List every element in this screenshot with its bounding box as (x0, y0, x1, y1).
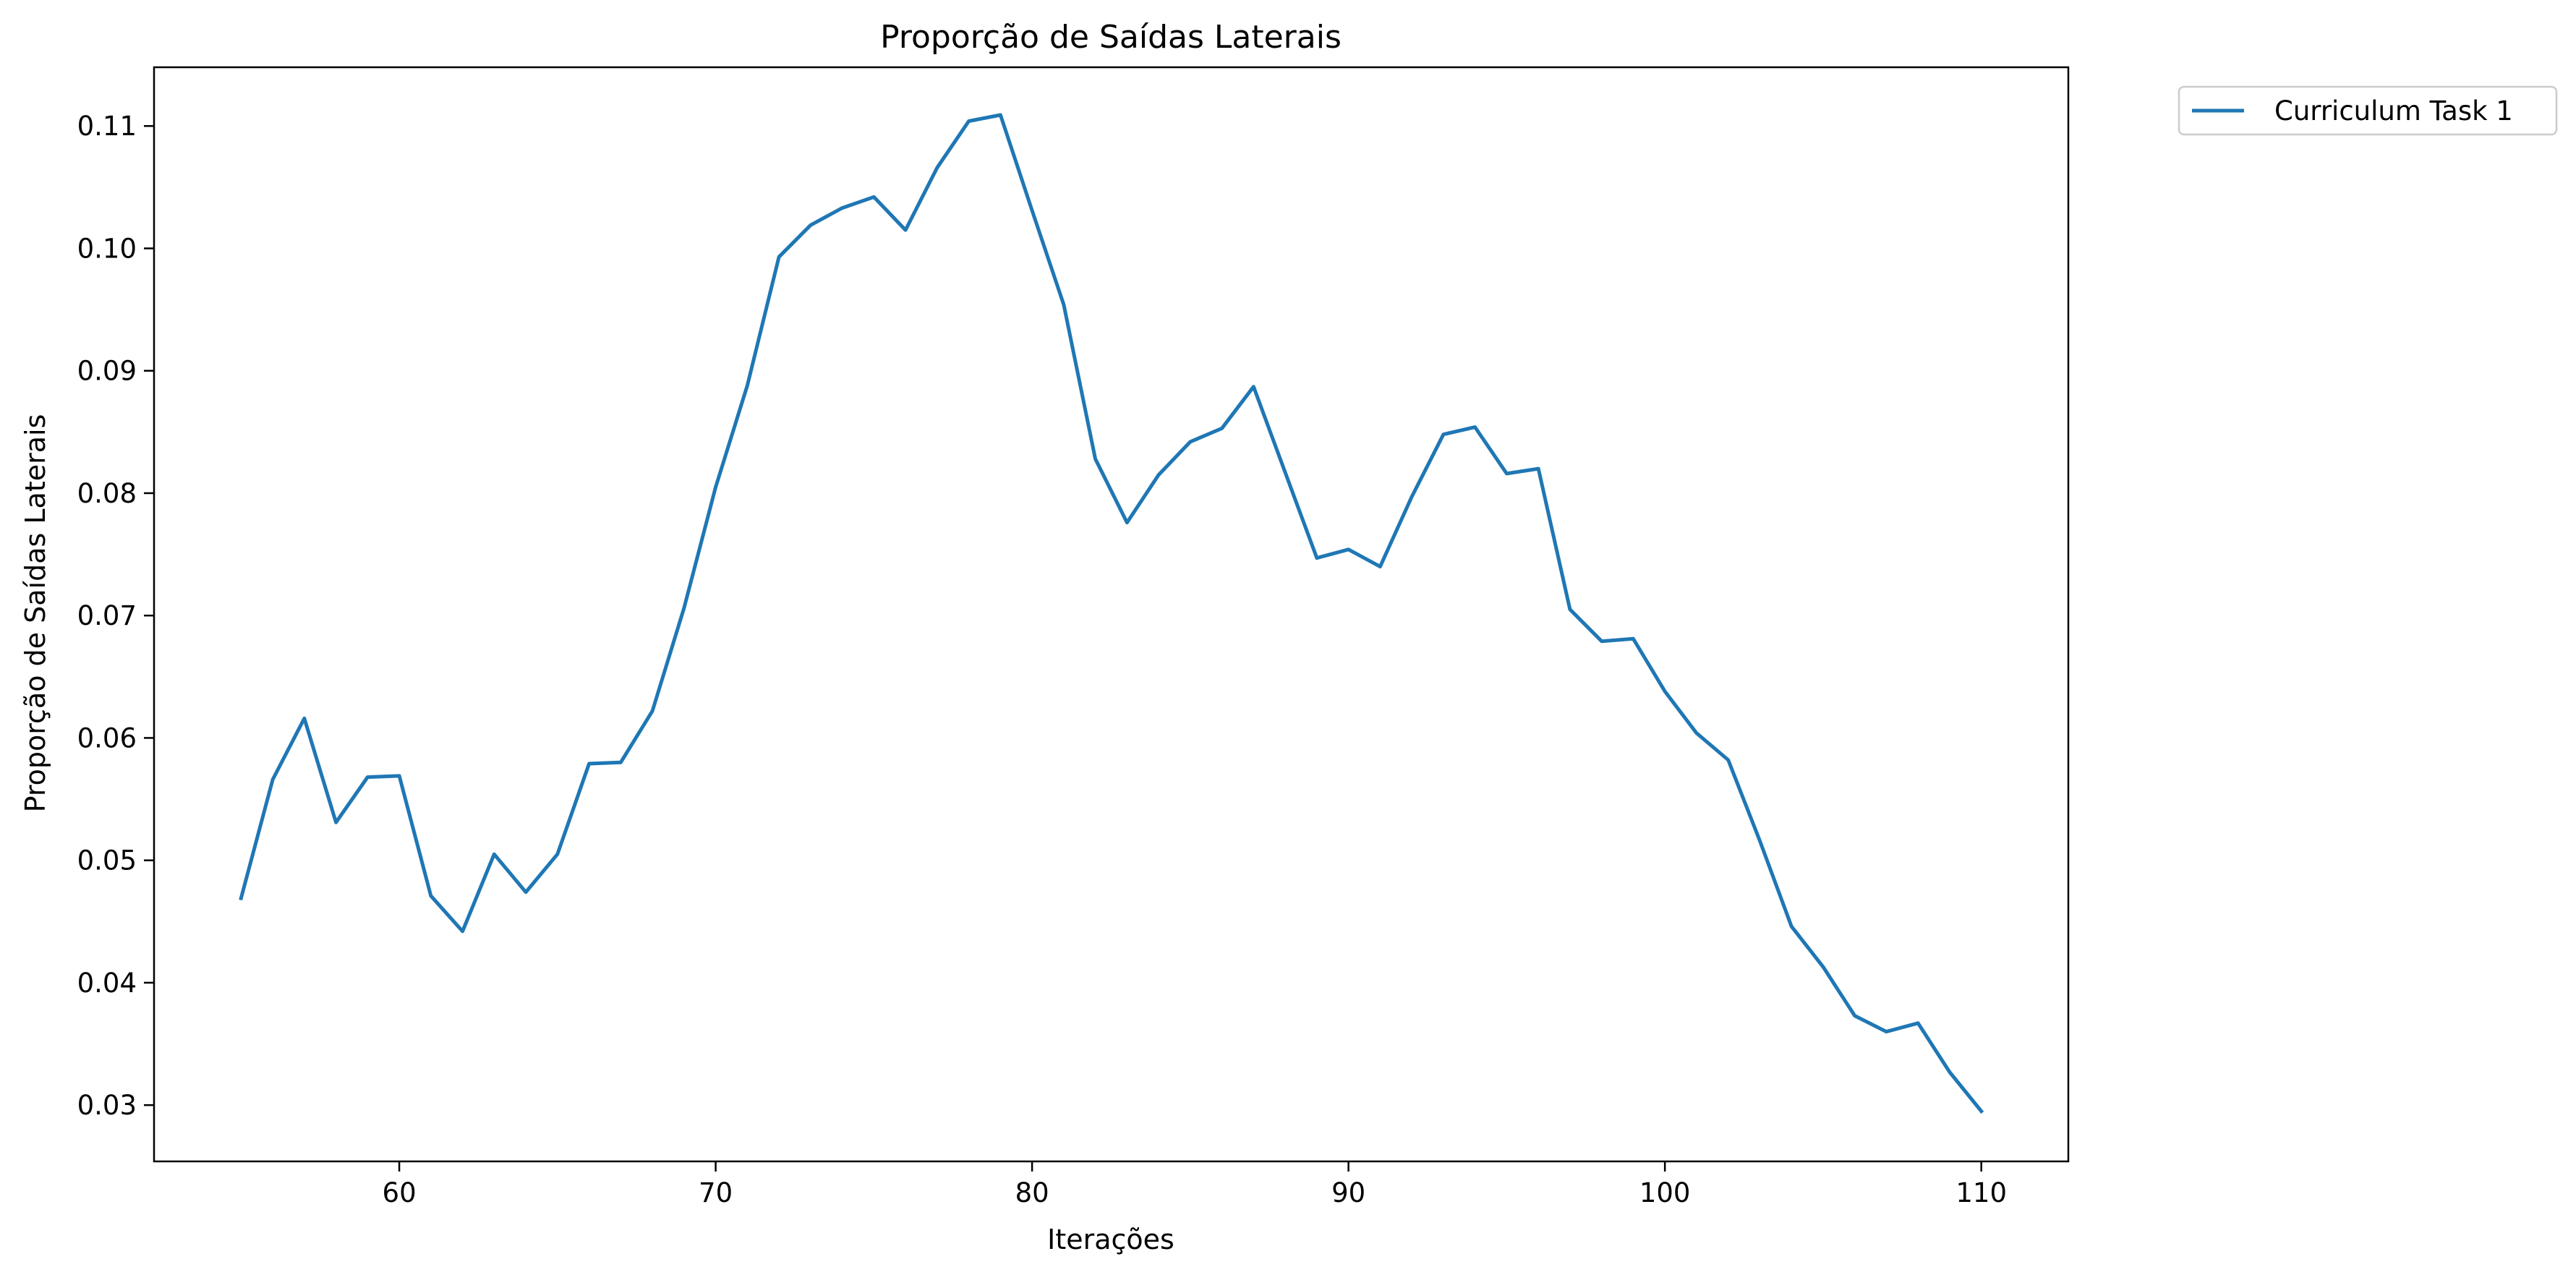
x-tick-label: 90 (1331, 1177, 1365, 1208)
y-tick-label: 0.03 (77, 1090, 137, 1121)
x-tick-label: 80 (1015, 1177, 1049, 1208)
y-tick-label: 0.06 (77, 722, 137, 754)
y-tick-label: 0.08 (77, 478, 137, 509)
y-tick-label: 0.11 (77, 111, 137, 142)
x-axis-label: Iterações (1047, 1224, 1174, 1255)
x-tick-label: 100 (1639, 1177, 1691, 1208)
legend-box (2178, 85, 2558, 136)
y-axis-label: Proporção de Saídas Laterais (20, 414, 51, 813)
legend: Curriculum Task 1 (2178, 85, 2558, 136)
chart-title: Proporção de Saídas Laterais (880, 19, 1342, 56)
x-tick-label: 70 (699, 1177, 733, 1208)
y-tick-label: 0.07 (77, 600, 137, 631)
legend-label-curriculum-task-1: Curriculum Task 1 (2274, 95, 2513, 127)
x-tick-label: 110 (1956, 1177, 2007, 1208)
y-tick-label: 0.10 (77, 233, 137, 264)
y-tick-label: 0.05 (77, 845, 137, 876)
x-axis-ticks: 60 70 80 90 100 110 (383, 1161, 2007, 1208)
y-axis-ticks: 0.03 0.04 0.05 0.06 0.07 0.08 0.09 0.10 0.11 (77, 111, 154, 1121)
plot-area (239, 113, 1984, 1114)
y-tick-label: 0.09 (77, 356, 137, 387)
x-tick-label: 60 (383, 1177, 417, 1208)
series-line-curriculum-task-1 (239, 113, 1984, 1114)
plot-frame (153, 66, 2070, 1163)
y-tick-label: 0.04 (77, 968, 137, 999)
